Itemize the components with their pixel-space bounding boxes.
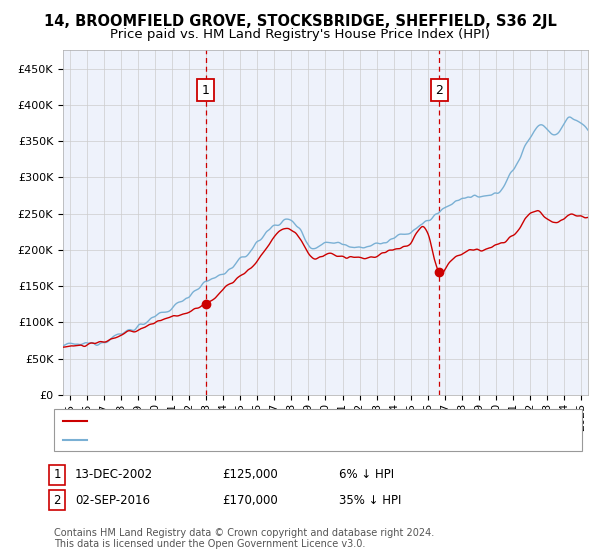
Text: 14, BROOMFIELD GROVE, STOCKSBRIDGE, SHEFFIELD, S36 2JL: 14, BROOMFIELD GROVE, STOCKSBRIDGE, SHEF… xyxy=(44,14,556,29)
Text: 35% ↓ HPI: 35% ↓ HPI xyxy=(339,493,401,507)
Text: 2: 2 xyxy=(53,493,61,507)
Text: HPI: Average price, detached house, Sheffield: HPI: Average price, detached house, Shef… xyxy=(90,434,360,447)
Text: 13-DEC-2002: 13-DEC-2002 xyxy=(75,468,153,482)
Text: 14, BROOMFIELD GROVE, STOCKSBRIDGE, SHEFFIELD, S36 2JL (detached house): 14, BROOMFIELD GROVE, STOCKSBRIDGE, SHEF… xyxy=(90,415,565,428)
Text: 1: 1 xyxy=(202,84,209,97)
Text: Price paid vs. HM Land Registry's House Price Index (HPI): Price paid vs. HM Land Registry's House … xyxy=(110,28,490,41)
Text: 1: 1 xyxy=(53,468,61,482)
Text: 6% ↓ HPI: 6% ↓ HPI xyxy=(339,468,394,482)
Text: Contains HM Land Registry data © Crown copyright and database right 2024.
This d: Contains HM Land Registry data © Crown c… xyxy=(54,528,434,549)
Text: £125,000: £125,000 xyxy=(222,468,278,482)
Text: £170,000: £170,000 xyxy=(222,493,278,507)
Text: 2: 2 xyxy=(435,84,443,97)
Text: 02-SEP-2016: 02-SEP-2016 xyxy=(75,493,150,507)
